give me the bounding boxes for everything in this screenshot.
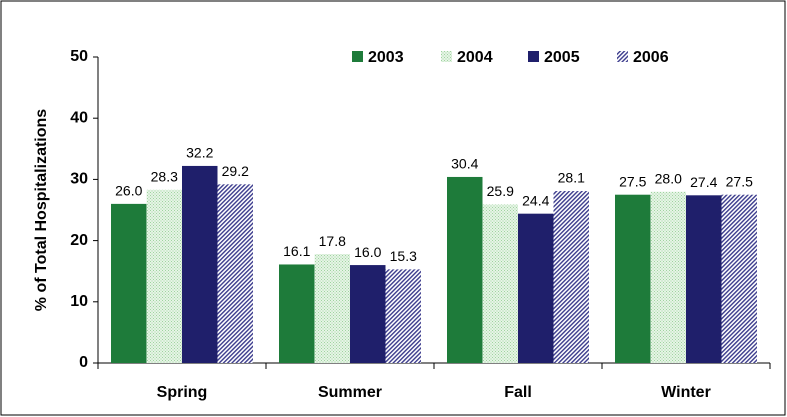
legend-label: 2003 xyxy=(368,49,404,66)
value-label: 29.2 xyxy=(222,163,249,179)
y-tick-label: 20 xyxy=(70,232,88,249)
bar xyxy=(553,191,589,363)
y-tick-label: 30 xyxy=(70,171,88,188)
value-label: 24.4 xyxy=(522,192,549,208)
bar xyxy=(447,176,483,363)
value-label: 27.5 xyxy=(619,173,646,189)
bar xyxy=(615,194,651,363)
value-label: 16.0 xyxy=(354,244,381,260)
value-label: 15.3 xyxy=(390,248,417,264)
value-label: 25.9 xyxy=(487,183,514,199)
value-label: 28.0 xyxy=(655,170,682,186)
legend-swatch xyxy=(352,51,363,62)
legend-label: 2006 xyxy=(633,49,669,66)
value-label: 27.4 xyxy=(690,174,717,190)
y-tick-label: 10 xyxy=(70,293,88,310)
value-label: 26.0 xyxy=(115,183,142,199)
legend-swatch xyxy=(617,51,628,62)
legend-label: 2004 xyxy=(457,49,493,66)
value-label: 28.3 xyxy=(151,169,178,185)
y-tick-label: 50 xyxy=(70,48,88,65)
x-tick-label: Fall xyxy=(504,384,532,401)
bar xyxy=(279,264,315,363)
bar xyxy=(650,191,686,363)
bar xyxy=(385,269,421,363)
value-label: 17.8 xyxy=(319,233,346,249)
y-tick-label: 40 xyxy=(70,109,88,126)
bar xyxy=(721,194,757,363)
value-label: 32.2 xyxy=(186,145,213,161)
value-label: 28.1 xyxy=(558,170,585,186)
value-label: 27.5 xyxy=(726,173,753,189)
legend-swatch xyxy=(441,51,452,62)
bar xyxy=(482,204,518,363)
legend-label: 2005 xyxy=(544,49,580,66)
bar xyxy=(686,195,722,363)
bar xyxy=(518,213,554,363)
value-label: 30.4 xyxy=(451,156,478,172)
bar xyxy=(217,184,253,363)
x-tick-label: Winter xyxy=(661,384,711,401)
legend-swatch xyxy=(528,51,539,62)
y-tick-label: 0 xyxy=(79,354,88,371)
x-tick-label: Spring xyxy=(157,384,208,401)
bar xyxy=(182,165,218,363)
bar xyxy=(111,203,147,363)
bar xyxy=(314,254,350,363)
bar xyxy=(146,189,182,363)
y-axis-title: % of Total Hospitalizations xyxy=(33,109,50,311)
value-label: 16.1 xyxy=(283,243,310,259)
x-tick-label: Summer xyxy=(318,384,382,401)
bar xyxy=(350,265,386,363)
